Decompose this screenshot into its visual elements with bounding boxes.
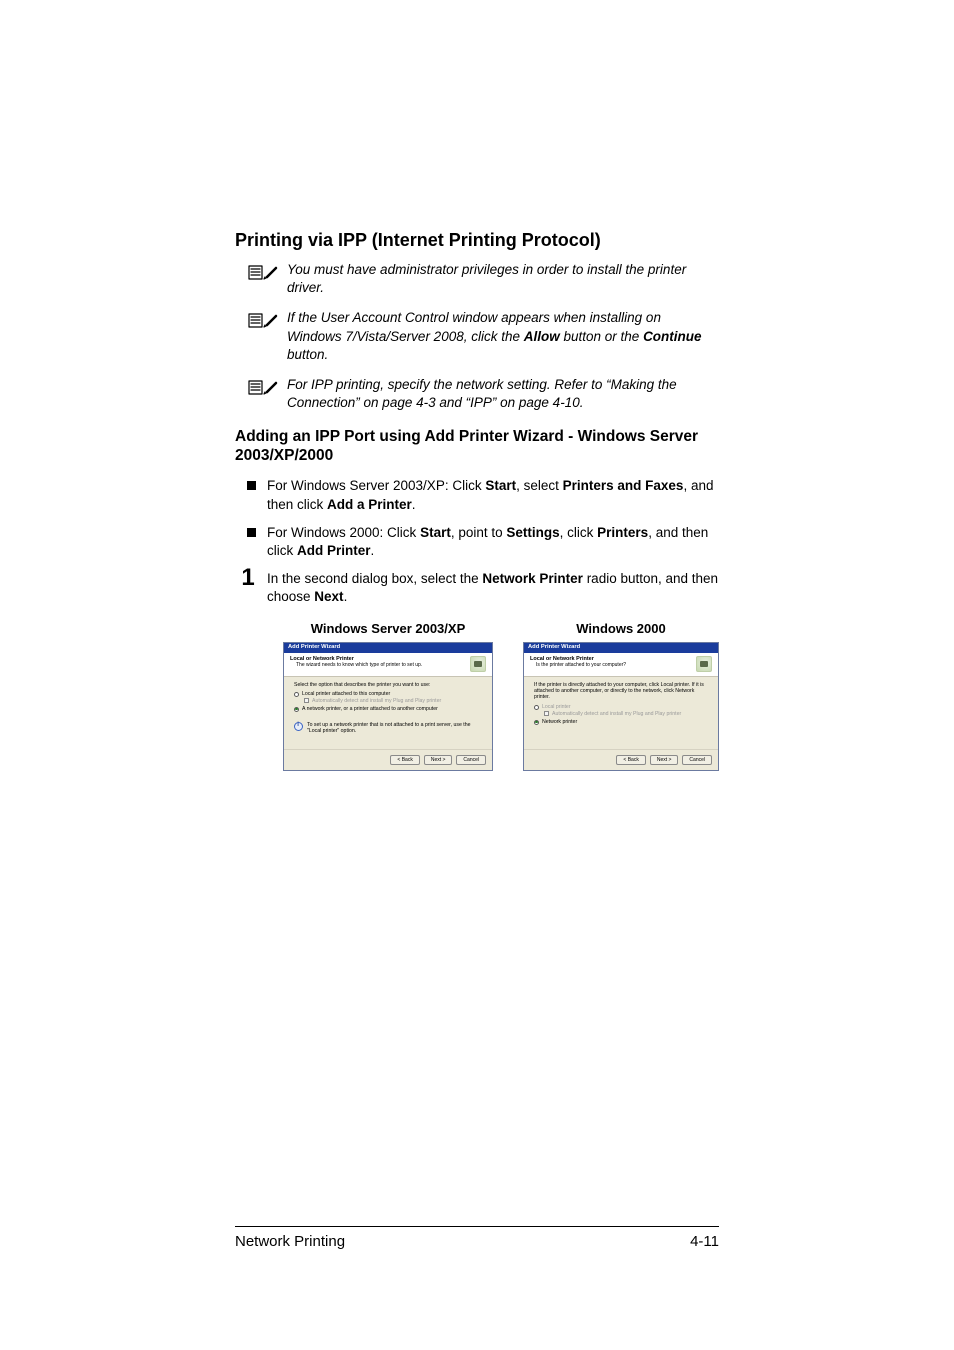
bullet-list: For Windows Server 2003/XP: Click Start,… [247,477,719,560]
dialog-xp-opt-auto: Automatically detect and install my Plug… [312,698,441,704]
note-text: If the User Account Control window appea… [287,309,719,364]
col-head-2000: Windows 2000 [523,621,719,636]
radio-icon[interactable] [534,705,539,710]
checkbox-icon [304,698,309,703]
note-icon [247,377,279,397]
dialog-2000-intro: If the printer is directly attached to y… [534,682,708,700]
dialog-column-headers: Windows Server 2003/XP Windows 2000 [283,621,719,636]
dialog-xp-titlebar: Add Printer Wizard [284,643,492,653]
dialog-2000-titlebar: Add Printer Wizard [524,643,718,653]
step-1: 1 In the second dialog box, select the N… [235,570,719,606]
note-icon [247,262,279,282]
note-text: For IPP printing, specify the network se… [287,376,719,412]
dialog-xp-info: To set up a network printer that is not … [307,722,482,734]
dialog-2000-opt-net[interactable]: Network printer [542,719,577,725]
back-button[interactable]: < Back [616,755,645,765]
list-item: For Windows 2000: Click Start, point to … [247,524,719,560]
dialog-xp-opt-net[interactable]: A network printer, or a printer attached… [302,706,438,712]
note-icon [247,310,279,330]
printer-icon [696,656,712,672]
dialog-xp: Add Printer Wizard Local or Network Prin… [283,642,493,771]
next-button[interactable]: Next > [650,755,679,765]
footer-left: Network Printing [235,1233,345,1250]
cancel-button[interactable]: Cancel [456,755,486,765]
footer-right: 4-11 [690,1233,719,1250]
subsection-title: Adding an IPP Port using Add Printer Wiz… [235,427,719,466]
dialog-2000-head-sub: Is the printer attached to your computer… [536,662,626,668]
dialog-xp-head-sub: The wizard needs to know which type of p… [296,662,422,668]
cancel-button[interactable]: Cancel [682,755,712,765]
list-item: For Windows Server 2003/XP: Click Start,… [247,477,719,513]
dialog-xp-intro: Select the option that describes the pri… [294,682,482,688]
dialog-2000-opt-auto: Automatically detect and install my Plug… [552,711,681,717]
note: You must have administrator privileges i… [247,261,719,297]
section-title: Printing via IPP (Internet Printing Prot… [235,230,719,251]
printer-icon [470,656,486,672]
radio-icon[interactable] [294,707,299,712]
dialog-2000: Add Printer Wizard Local or Network Prin… [523,642,719,771]
col-head-xp: Windows Server 2003/XP [283,621,493,636]
radio-icon[interactable] [294,692,299,697]
dialog-xp-opt-local[interactable]: Local printer attached to this computer [302,691,390,697]
step-number: 1 [235,566,261,590]
note: If the User Account Control window appea… [247,309,719,364]
checkbox-icon [544,711,549,716]
next-button[interactable]: Next > [424,755,453,765]
note-text: You must have administrator privileges i… [287,261,719,297]
info-icon [294,722,303,731]
step-text: In the second dialog box, select the Net… [267,570,719,606]
radio-icon[interactable] [534,720,539,725]
page-footer: Network Printing 4-11 [235,1226,719,1250]
note: For IPP printing, specify the network se… [247,376,719,412]
back-button[interactable]: < Back [390,755,419,765]
dialog-2000-opt-local[interactable]: Local printer [542,704,571,710]
